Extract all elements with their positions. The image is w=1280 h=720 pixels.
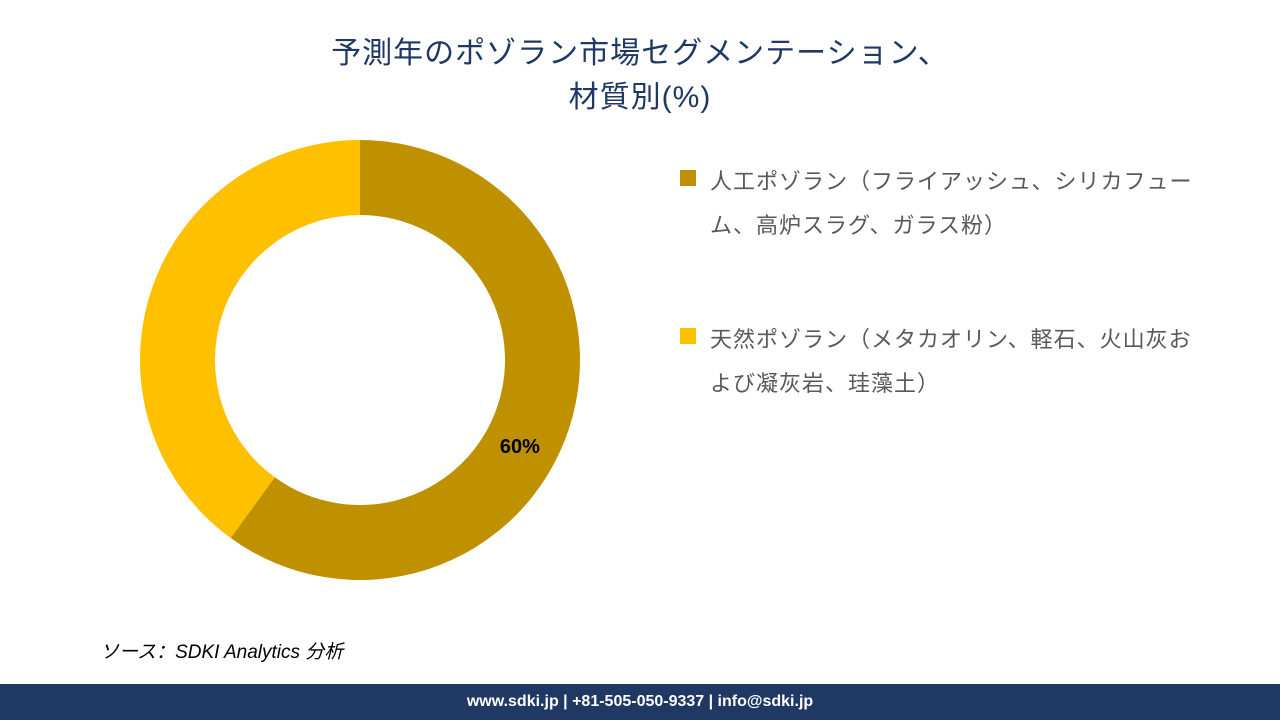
- chart-title: 予測年のポゾラン市場セグメンテーション、 材質別(%): [0, 28, 1280, 116]
- footer-text: www.sdki.jp | +81-505-050-9337 | info@sd…: [467, 693, 813, 711]
- legend-item-0: 人工ポゾラン（フライアッシュ、シリカフューム、高炉スラグ、ガラス粉）: [680, 160, 1200, 248]
- legend-item-1: 天然ポゾラン（メタカオリン、軽石、火山灰および凝灰岩、珪藻土）: [680, 318, 1200, 406]
- title-line-2: 材質別(%): [0, 72, 1280, 116]
- donut-pct-label-0: 60%: [500, 436, 540, 459]
- source-text: SDKI Analytics 分析: [175, 642, 343, 663]
- source-prefix: ソース：: [100, 642, 175, 663]
- legend-marker-1: [680, 328, 696, 344]
- donut-slice-1: [140, 140, 360, 538]
- legend-text-0: 人工ポゾラン（フライアッシュ、シリカフューム、高炉スラグ、ガラス粉）: [710, 160, 1200, 248]
- donut-wrap: 60%: [140, 140, 580, 580]
- footer-bar: www.sdki.jp | +81-505-050-9337 | info@sd…: [0, 684, 1280, 720]
- slide-root: 予測年のポゾラン市場セグメンテーション、 材質別(%) 60% 人工ポゾラン（フ…: [0, 0, 1280, 720]
- title-line-1: 予測年のポゾラン市場セグメンテーション、: [0, 28, 1280, 72]
- legend: 人工ポゾラン（フライアッシュ、シリカフューム、高炉スラグ、ガラス粉） 天然ポゾラ…: [680, 160, 1200, 476]
- source-citation: ソース：SDKI Analytics 分析: [100, 637, 343, 664]
- donut-svg: [140, 140, 580, 580]
- legend-marker-0: [680, 170, 696, 186]
- legend-text-1: 天然ポゾラン（メタカオリン、軽石、火山灰および凝灰岩、珪藻土）: [710, 318, 1200, 406]
- donut-chart: 60%: [100, 140, 620, 600]
